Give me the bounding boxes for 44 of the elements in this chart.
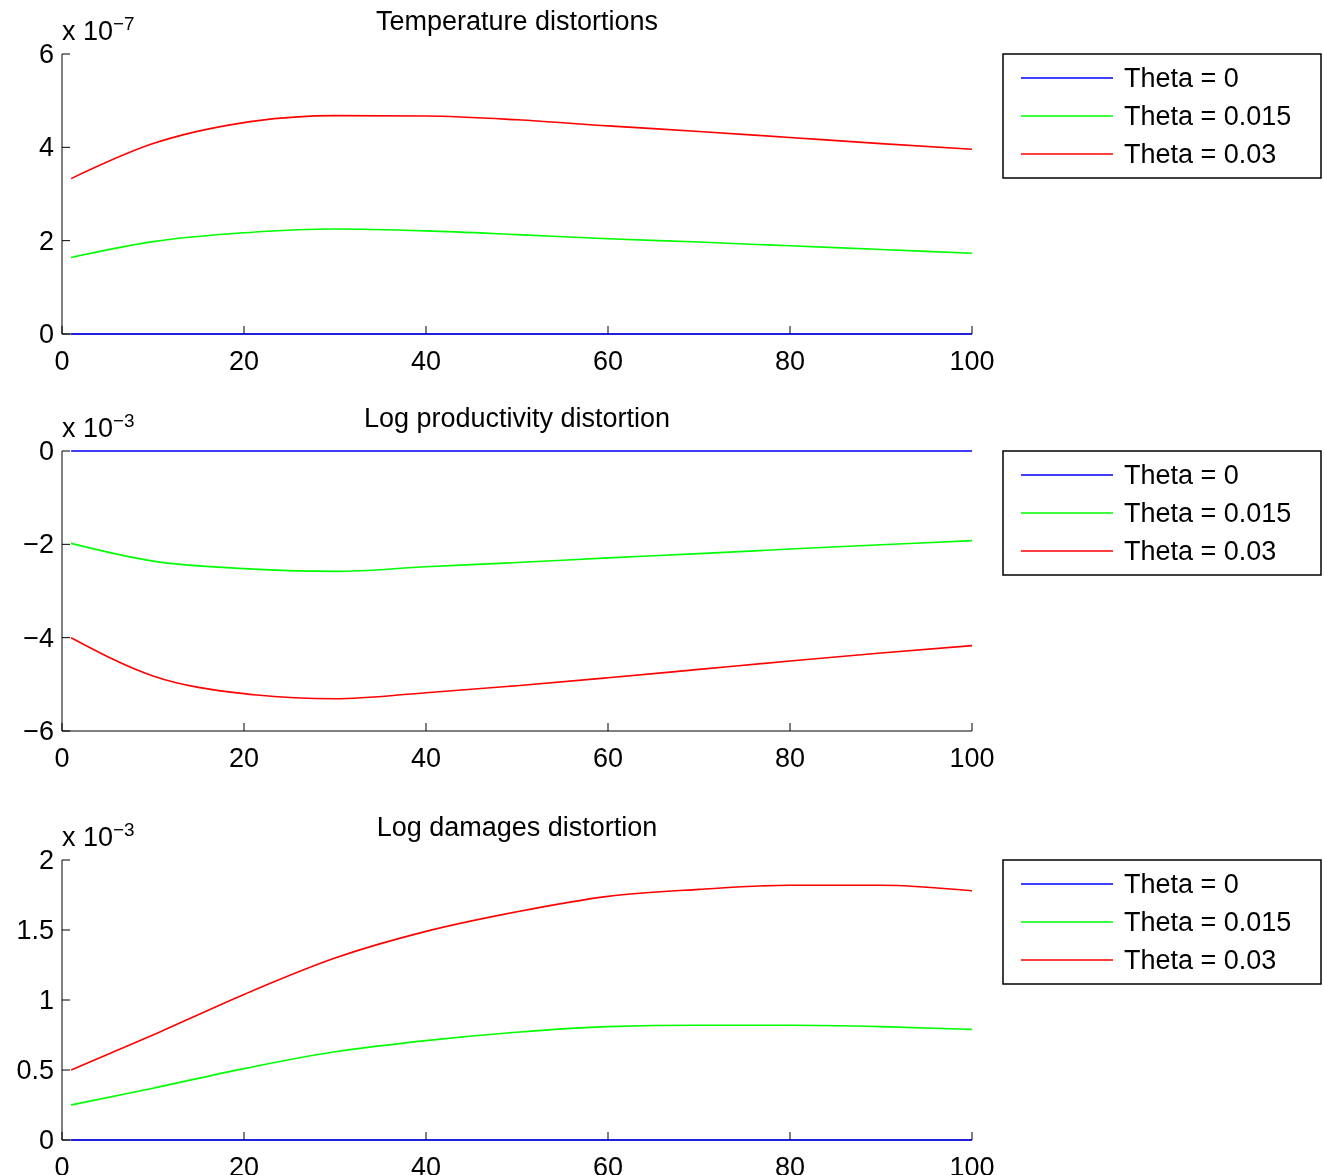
x-tick-label: 100 bbox=[949, 346, 995, 376]
legend-label: Theta = 0.015 bbox=[1124, 907, 1292, 937]
text: x 10$^{−3}$ bbox=[62, 409, 135, 443]
chart-title: Log damages distortion bbox=[376, 812, 658, 842]
y-tick-label: 6 bbox=[38, 39, 54, 69]
y-tick-label: 0 bbox=[38, 319, 54, 349]
x-tick-label: 40 bbox=[410, 346, 442, 376]
x-tick-label: 80 bbox=[774, 743, 806, 773]
legend-label: Theta = 0 bbox=[1124, 869, 1239, 899]
x-tick-label: 60 bbox=[592, 346, 624, 376]
x-tick-label: 80 bbox=[774, 346, 806, 376]
line-series bbox=[70, 1024, 973, 1106]
x-tick-label: 60 bbox=[592, 743, 624, 773]
x-tick-label: 20 bbox=[228, 743, 260, 773]
y-tick-label: −4 bbox=[23, 622, 54, 653]
y-tick-label: 2 bbox=[38, 845, 54, 875]
y-tick-label: 0 bbox=[38, 436, 54, 466]
legend-label: Theta = 0.03 bbox=[1124, 536, 1277, 566]
line-series bbox=[70, 884, 973, 1071]
text: x 10$^{−3}$ bbox=[62, 818, 135, 852]
line-series bbox=[70, 636, 973, 700]
chart-title: Temperature distortions bbox=[375, 6, 659, 36]
y-tick-label: −6 bbox=[23, 716, 54, 746]
y-tick-label: 0.5 bbox=[16, 1055, 54, 1085]
x-tick-label: 100 bbox=[949, 743, 995, 773]
legend-label: Theta = 0.03 bbox=[1124, 945, 1277, 975]
legend-label: Theta = 0 bbox=[1124, 63, 1239, 93]
y-tick-label: 1.5 bbox=[16, 915, 54, 945]
line-series bbox=[70, 114, 973, 180]
y-tick-label: −2 bbox=[23, 529, 54, 560]
chart-title: Log productivity distortion bbox=[363, 403, 671, 433]
legend-label: Theta = 0.015 bbox=[1124, 498, 1292, 528]
y-tick-label: 1 bbox=[38, 985, 54, 1015]
legend-label: Theta = 0 bbox=[1124, 460, 1239, 490]
text: x 10$^{−7}$ bbox=[62, 12, 135, 46]
legend-label: Theta = 0.015 bbox=[1124, 101, 1292, 131]
y-tick-label: 2 bbox=[38, 225, 54, 256]
y-tick-label: 0 bbox=[38, 1125, 54, 1155]
legend-label: Theta = 0.03 bbox=[1124, 139, 1277, 169]
x-tick-label: 40 bbox=[410, 743, 442, 773]
line-series bbox=[70, 539, 973, 573]
line-series bbox=[70, 228, 973, 259]
y-tick-label: 4 bbox=[38, 132, 54, 163]
x-tick-label: 20 bbox=[228, 346, 260, 376]
